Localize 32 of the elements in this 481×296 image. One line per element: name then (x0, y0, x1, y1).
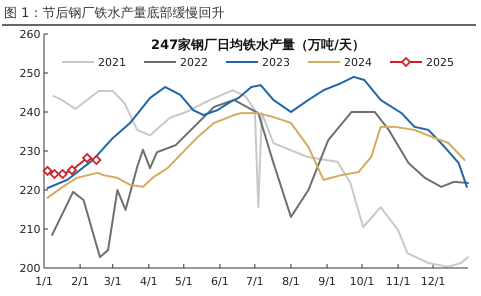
y-tick-label: 240 (20, 106, 40, 119)
x-tick-label: 9/1 (318, 275, 336, 288)
point (50, 169, 60, 179)
chart-subtitle: 247家钢厂日均铁水产量（万吨/天） (151, 37, 365, 53)
x-tick-label: 10/1 (350, 275, 374, 288)
y-tick-label: 200 (20, 262, 40, 275)
point (82, 153, 92, 163)
x-tick-label: 6/1 (211, 275, 229, 288)
x-tick-label: 11/1 (386, 275, 410, 288)
legend-label: 2023 (262, 56, 290, 69)
point (92, 155, 102, 165)
point (58, 169, 68, 179)
x-tick-label: 5/1 (174, 275, 193, 288)
x-tick-label: 2/1 (71, 275, 89, 288)
y-tick-label: 210 (20, 223, 40, 236)
point (42, 166, 52, 176)
y-tick-label: 230 (20, 145, 40, 158)
chart-title: 图 1：节后钢厂铁水产量底部缓慢回升 (4, 6, 224, 21)
legend-label: 2021 (98, 56, 126, 69)
x-tick-label: 12/1 (420, 275, 446, 288)
y-tick-label: 250 (20, 67, 40, 80)
x-tick-label: 1/1 (35, 275, 53, 288)
legend-label: 2024 (344, 56, 372, 69)
x-tick-label: 4/1 (140, 275, 158, 288)
y-tick-label: 260 (20, 28, 40, 41)
point (67, 165, 77, 176)
x-tick-label: 7/1 (246, 275, 264, 288)
legend-label: 2025 (426, 56, 454, 69)
x-tick-label: 3/1 (104, 275, 122, 288)
legend-label: 2022 (180, 56, 208, 69)
x-tick-label: 8/1 (282, 275, 300, 288)
y-tick-label: 220 (20, 184, 40, 197)
